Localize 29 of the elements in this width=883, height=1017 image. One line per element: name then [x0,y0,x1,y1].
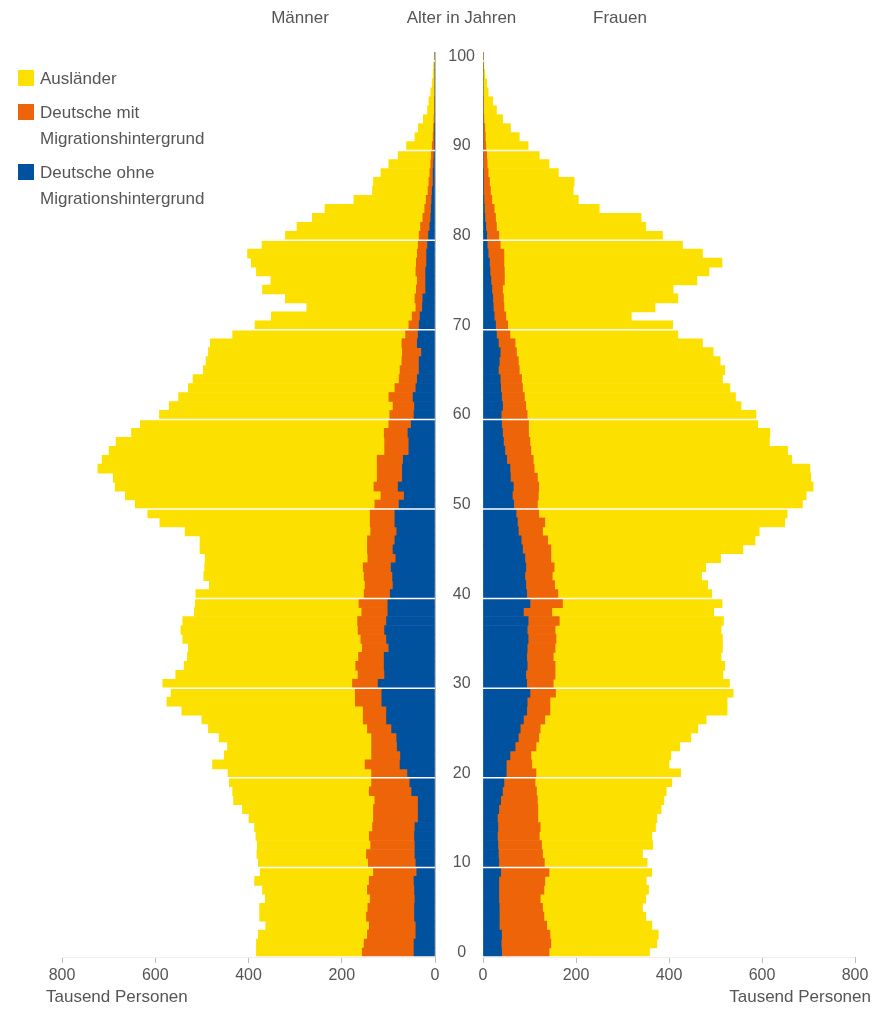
y-tick-label: 70 [452,315,471,333]
chart-title: Männer [271,8,329,28]
x-tick-label: 0 [478,966,488,984]
y-tick-label: 50 [452,494,471,512]
y-tick-label: 10 [452,853,471,871]
x-tick-label: 800 [48,966,76,984]
x-tick-label: 200 [562,966,590,984]
y-tick-label: 90 [452,136,471,154]
y-tick-label: 100 [448,46,476,64]
y-tick-label: 30 [452,674,471,692]
x-tick-label: 200 [328,966,356,984]
x-axis-title: Tausend Personen [46,987,188,1007]
legend-label: Deutsche mit Migrationshintergrund [40,102,206,150]
x-tick-label: 0 [430,966,440,984]
y-tick-label: 20 [452,763,471,781]
x-tick-label: 800 [841,966,869,984]
y-tick-label: 0 [457,942,467,960]
legend-label: Ausländer [40,68,118,90]
y-tick-label: 40 [452,584,471,602]
x-tick-label: 400 [655,966,683,984]
x-axis-title: Tausend Personen [729,987,871,1007]
y-axis-title: Alter in Jahren [406,8,517,28]
x-tick-label: 600 [748,966,776,984]
y-tick-label: 60 [452,405,471,423]
x-tick-label: 400 [235,966,262,984]
chart-title: Frauen [593,8,647,28]
x-tick-label: 600 [141,966,169,984]
y-tick-label: 80 [452,226,471,244]
legend-label: Deutsche ohne Migrationshintergrund [40,162,206,210]
